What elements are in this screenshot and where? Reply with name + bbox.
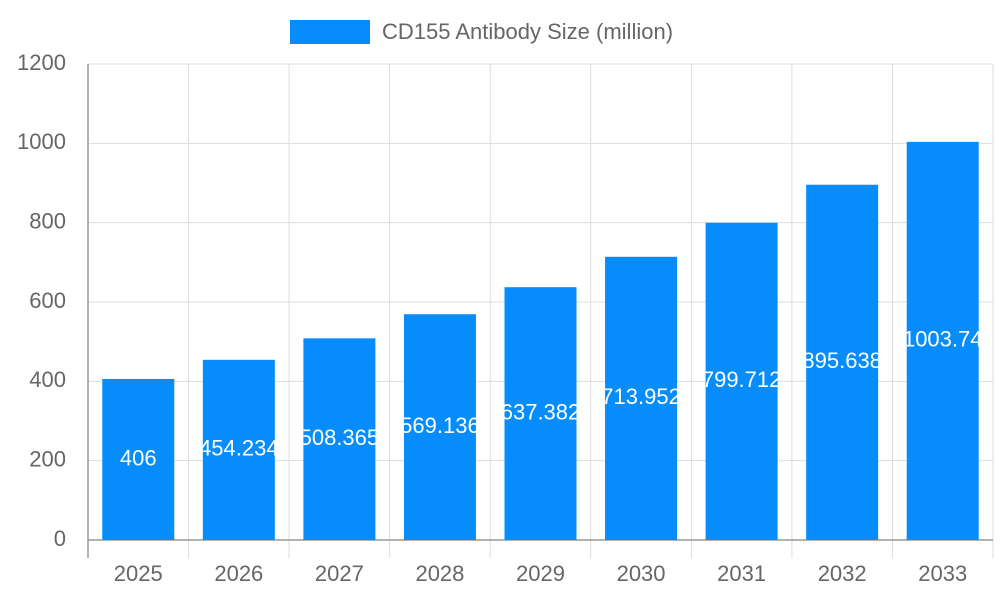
x-tick-label: 2027: [315, 561, 364, 586]
y-tick-label: 1000: [17, 129, 66, 154]
x-tick-label: 2026: [214, 561, 263, 586]
value-label: 508.365: [300, 425, 380, 450]
bar: [806, 184, 879, 540]
bar: [605, 256, 678, 540]
x-tick-label: 2025: [114, 561, 163, 586]
y-tick-label: 0: [54, 526, 66, 551]
x-tick-label: 2032: [818, 561, 867, 586]
y-tick-label: 1200: [17, 50, 66, 75]
value-label: 637.382: [501, 399, 581, 424]
bar: [504, 287, 577, 540]
x-tick-label: 2031: [717, 561, 766, 586]
bar: [705, 222, 778, 541]
y-tick-label: 400: [29, 367, 66, 392]
value-label: 1003.74: [903, 327, 983, 352]
x-tick-label: 2030: [617, 561, 666, 586]
x-tick-label: 2028: [415, 561, 464, 586]
y-tick-label: 600: [29, 288, 66, 313]
value-label: 569.136: [400, 413, 480, 438]
y-tick-label: 200: [29, 446, 66, 471]
bar: [102, 378, 175, 540]
x-tick-label: 2033: [918, 561, 967, 586]
y-tick-label: 800: [29, 208, 66, 233]
value-label: 406: [120, 445, 157, 470]
bar: [906, 141, 979, 540]
bar: [202, 359, 275, 540]
bar: [403, 314, 476, 540]
value-label: 713.952: [601, 384, 681, 409]
value-label: 895.638: [802, 348, 882, 373]
legend-swatch: [290, 20, 370, 44]
bar: [303, 338, 376, 540]
value-label: 454.234: [199, 436, 279, 461]
legend-label: CD155 Antibody Size (million): [382, 19, 673, 44]
value-label: 799.712: [702, 367, 782, 392]
x-tick-label: 2029: [516, 561, 565, 586]
